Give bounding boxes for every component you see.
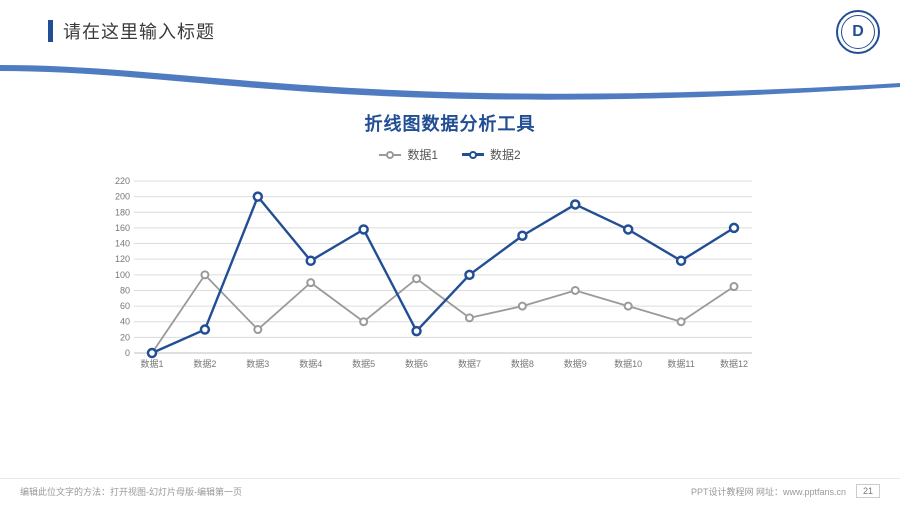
- legend-item-2: 数据2: [462, 146, 521, 163]
- x-tick-label: 数据4: [299, 358, 322, 369]
- series-marker: [731, 283, 738, 290]
- series-marker: [254, 326, 261, 333]
- y-tick-label: 20: [120, 332, 130, 342]
- series-marker: [465, 271, 473, 279]
- series-marker: [148, 349, 156, 357]
- series-marker: [254, 193, 262, 201]
- title-accent-bar: [48, 20, 53, 42]
- series-marker: [625, 303, 632, 310]
- x-tick-label: 数据7: [458, 358, 481, 369]
- series-marker: [360, 225, 368, 233]
- series-marker: [307, 279, 314, 286]
- series-line: [152, 275, 734, 353]
- title-bar: 请在这里输入标题: [48, 18, 900, 44]
- x-tick-label: 数据10: [614, 358, 642, 369]
- series-marker: [413, 327, 421, 335]
- x-tick-label: 数据9: [564, 358, 587, 369]
- swoosh-path: [0, 65, 900, 100]
- y-tick-label: 120: [115, 254, 130, 264]
- legend-swatch-2: [462, 153, 484, 156]
- footer-left-text: 编辑此位文字的方法：打开视图-幻灯片母版-编辑第一页: [20, 485, 242, 498]
- series-marker: [624, 225, 632, 233]
- series-marker: [466, 314, 473, 321]
- y-tick-label: 160: [115, 223, 130, 233]
- line-chart: 0 20 40 60 80 100 120 140 160 180 200 220 数据1 数据2 数据3 数…: [100, 175, 760, 375]
- x-tick-label: 数据8: [511, 358, 534, 369]
- logo-badge: D: [836, 10, 880, 54]
- series-marker: [201, 326, 209, 334]
- legend-item-1: 数据1: [379, 146, 438, 163]
- y-tick-label: 0: [125, 348, 130, 358]
- header: 请在这里输入标题 D: [0, 0, 900, 60]
- chart-legend: 数据1 数据2: [100, 146, 800, 163]
- chart-title: 折线图数据分析工具: [100, 110, 800, 136]
- legend-swatch-1: [379, 154, 401, 156]
- series-marker: [201, 271, 208, 278]
- series-marker: [571, 200, 579, 208]
- footer-right-text: PPT设计教程网 网址：www.pptfans.cn: [691, 485, 846, 498]
- x-tick-label: 数据11: [667, 358, 694, 369]
- page-number: 21: [856, 484, 880, 498]
- legend-label-1: 数据1: [407, 146, 438, 163]
- y-tick-label: 140: [115, 239, 130, 249]
- y-tick-label: 100: [115, 270, 130, 280]
- footer: 编辑此位文字的方法：打开视图-幻灯片母版-编辑第一页 PPT设计教程网 网址：w…: [0, 478, 900, 498]
- legend-label-2: 数据2: [490, 146, 521, 163]
- y-tick-label: 40: [120, 317, 130, 327]
- x-tick-label: 数据3: [246, 358, 269, 369]
- x-tick-label: 数据1: [140, 358, 163, 369]
- x-tick-label: 数据5: [352, 358, 375, 369]
- y-tick-label: 200: [115, 192, 130, 202]
- series-marker: [360, 318, 367, 325]
- y-tick-label: 60: [120, 301, 130, 311]
- x-tick-label: 数据2: [193, 358, 216, 369]
- series-marker: [730, 224, 738, 232]
- logo-letter: D: [841, 15, 875, 49]
- series-marker: [518, 232, 526, 240]
- series-marker: [678, 318, 685, 325]
- series-marker: [677, 257, 685, 265]
- y-tick-label: 220: [115, 176, 130, 186]
- x-tick-label: 数据6: [405, 358, 428, 369]
- page-title: 请在这里输入标题: [63, 18, 215, 44]
- y-tick-label: 180: [115, 207, 130, 217]
- series-marker: [413, 275, 420, 282]
- series-marker: [307, 257, 315, 265]
- x-tick-label: 数据12: [720, 358, 748, 369]
- chart-area: 折线图数据分析工具 数据1 数据2 0 20 40 60 80 100 120 140 160 1…: [100, 110, 800, 375]
- y-tick-label: 80: [120, 285, 130, 295]
- series-marker: [519, 303, 526, 310]
- series-marker: [572, 287, 579, 294]
